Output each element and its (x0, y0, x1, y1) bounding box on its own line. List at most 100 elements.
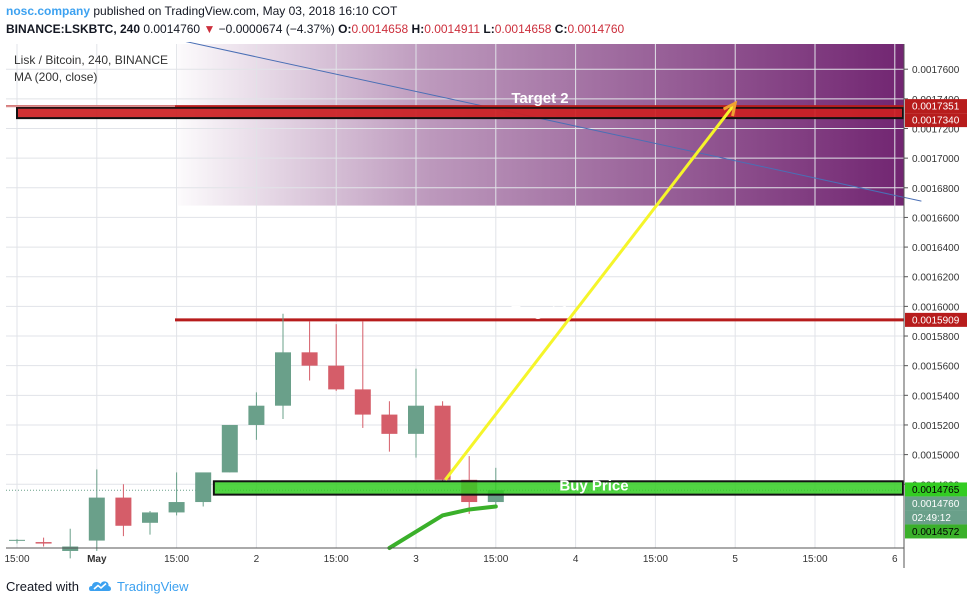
y-tick-label: 0.0015600 (912, 362, 960, 373)
y-tick-label: 0.0015400 (912, 391, 960, 402)
y-tick-label: 0.0016000 (912, 302, 960, 313)
price-label-tag: 0.0014765 (905, 482, 967, 497)
candle-body (328, 365, 345, 390)
low-label: L: (483, 22, 495, 36)
chart-header: nosc.company published on TradingView.co… (0, 0, 973, 42)
close-value: 0.0014760 (567, 22, 625, 36)
close-label: C: (554, 22, 568, 36)
tradingview-brand[interactable]: TradingView (117, 579, 189, 594)
x-tick-label: 6 (892, 554, 898, 565)
last-price: 0.0014760 (143, 22, 201, 36)
y-tick-label: 0.0017600 (912, 65, 960, 76)
price-label-bg (905, 496, 967, 511)
candle-body (88, 497, 105, 541)
price-label-bg (905, 510, 967, 525)
price-axis[interactable]: 0.00176000.00174000.00172000.00170000.00… (904, 65, 960, 491)
trendline[interactable] (177, 42, 922, 202)
time-axis[interactable]: 15:00 May 15:00 2 15:00 3 15:00 4 15:00 5 15:00 6 (4, 554, 898, 565)
high-value: 0.0014911 (424, 22, 481, 36)
chart-legend: Lisk / Bitcoin, 240, BINANCE MA (200, cl… (14, 52, 168, 86)
candle[interactable] (35, 537, 52, 547)
low-value: 0.0014658 (494, 22, 552, 36)
y-tick-label: 0.0017200 (912, 124, 960, 135)
buy-zone[interactable] (212, 480, 904, 496)
high-label: H: (411, 22, 425, 36)
down-arrow-icon: ▼ (203, 22, 216, 36)
published-text: published on TradingView.com, May 03, 20… (93, 4, 398, 18)
price-label-text: 0.0017351 (912, 102, 960, 113)
y-tick-label: 0.0015800 (912, 332, 960, 343)
x-tick-label: 5 (732, 554, 738, 565)
y-tick-label: 0.0015200 (912, 421, 960, 432)
price-label-text: 0.0014765 (912, 485, 960, 496)
candle[interactable] (142, 510, 158, 535)
candle[interactable] (88, 469, 105, 551)
x-tick-label: 3 (413, 554, 419, 565)
candle-body (35, 542, 52, 544)
candle-body (9, 539, 25, 541)
y-tick-label: 0.0016800 (912, 184, 960, 195)
price-label-text: 0.0015909 (912, 315, 960, 326)
candle-body (275, 352, 291, 406)
price-label-tag: 02:49:12 (905, 510, 967, 525)
candle[interactable] (115, 484, 132, 537)
candle-body (487, 490, 504, 503)
candle[interactable] (354, 321, 371, 428)
price-label-bg (905, 312, 967, 327)
moving-average-line[interactable] (387, 504, 498, 550)
candle[interactable] (195, 472, 212, 507)
target-2-zone[interactable] (16, 106, 904, 120)
symbol-label: BINANCE:LSKBTC, 240 (6, 22, 141, 36)
candle-body (195, 472, 212, 503)
x-tick-label: 4 (573, 554, 579, 565)
price-labels: 0.0017351 0.0017340 0.0015909 0.0014765 0.00… (905, 99, 967, 539)
candle-body (62, 546, 79, 551)
x-tick-label: 15:00 (483, 554, 508, 565)
candle-body (168, 502, 185, 513)
indicator-label[interactable]: MA (200, close) (14, 70, 98, 84)
price-label-tag: 0.0015909 (905, 312, 967, 327)
x-tick-label: 15:00 (164, 554, 189, 565)
projection-arrow[interactable] (444, 102, 737, 481)
candle[interactable] (248, 392, 265, 440)
publisher-name[interactable]: nosc.company (6, 4, 91, 18)
candle-body (301, 352, 318, 366)
candle[interactable] (328, 324, 345, 391)
candle[interactable] (434, 401, 451, 482)
candle[interactable] (9, 539, 25, 544)
x-tick-label: 15:00 (4, 554, 29, 565)
candle-body (115, 497, 132, 526)
y-tick-label: 0.0016200 (912, 273, 960, 284)
price-chart[interactable]: Target 2 Target 1 Buy Price 0.0017600 0.0017… (0, 42, 973, 568)
price-change: −0.0000674 (−4.37%) (218, 22, 335, 36)
candle-body (248, 405, 265, 425)
price-label-tag: 0.0017340 (905, 113, 967, 128)
purple-zone (178, 44, 904, 206)
price-label-text: 02:49:12 (912, 513, 951, 524)
tradingview-cloud-icon[interactable] (88, 578, 112, 594)
x-tick-label: 15:00 (324, 554, 349, 565)
x-tick-label: 15:00 (643, 554, 668, 565)
publish-line: nosc.company published on TradingView.co… (6, 4, 397, 18)
candle-body (354, 389, 371, 415)
y-tick-label: 0.0016600 (912, 213, 960, 224)
target-2-label: Target 2 (511, 90, 568, 107)
candle[interactable] (381, 401, 398, 452)
price-label-bg (905, 524, 967, 539)
arrow-head-icon (722, 100, 738, 117)
candle[interactable] (221, 424, 238, 473)
candle-body (142, 512, 158, 523)
candle[interactable] (168, 472, 185, 516)
candle[interactable] (301, 321, 318, 381)
candle-body (381, 414, 398, 434)
candle[interactable] (62, 528, 79, 559)
pair-label: Lisk / Bitcoin, 240, BINANCE (14, 53, 169, 67)
open-value: 0.0014658 (351, 22, 409, 36)
candle-body (221, 424, 238, 473)
x-tick-label: May (87, 554, 107, 565)
open-label: O: (338, 22, 352, 36)
candle[interactable] (408, 368, 424, 458)
candle[interactable] (275, 313, 291, 420)
price-label-tag: 0.0017351 (905, 99, 967, 114)
candle-body (408, 405, 424, 434)
